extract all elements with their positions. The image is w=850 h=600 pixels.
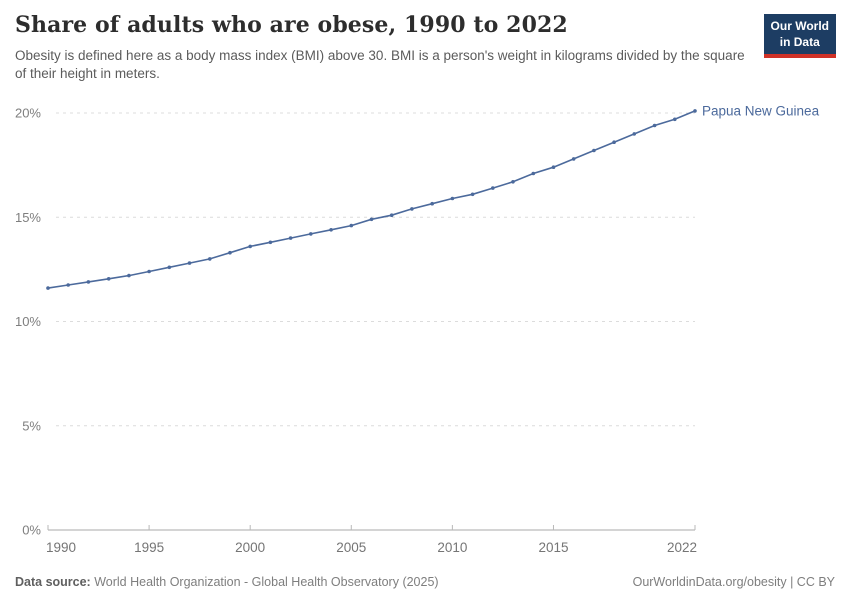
owid-logo-line2: in Data xyxy=(779,34,820,49)
x-tick-label: 2015 xyxy=(538,540,568,555)
series-point xyxy=(652,123,657,128)
series-line-papua-new-guinea xyxy=(47,110,696,289)
credit-line: OurWorldinData.org/obesity | CC BY xyxy=(632,575,835,589)
series-point xyxy=(632,132,637,136)
series-point xyxy=(693,109,697,113)
series-point xyxy=(187,261,192,265)
series-point xyxy=(248,244,252,249)
series-point xyxy=(127,273,131,278)
chart-subtitle: Obesity is defined here as a body mass i… xyxy=(15,48,745,81)
x-tick-label: 1995 xyxy=(134,540,164,555)
owid-logo: Our World in Data xyxy=(763,14,836,59)
y-tick-label: 5% xyxy=(22,418,41,433)
chart-header: Share of adults who are obese, 1990 to 2… xyxy=(15,12,760,83)
chart-title: Share of adults who are obese, 1990 to 2… xyxy=(15,12,568,38)
series-point xyxy=(592,148,596,153)
chart-footer: Data source: World Health Organization -… xyxy=(15,575,835,589)
x-tick-label: 1990 xyxy=(46,540,76,555)
series-point xyxy=(86,280,91,284)
series-point xyxy=(106,277,111,281)
series-point xyxy=(470,192,475,197)
series-point xyxy=(612,140,616,144)
series-point xyxy=(511,180,515,184)
series-point xyxy=(288,236,293,240)
series-point xyxy=(430,201,435,206)
series-point xyxy=(571,157,576,161)
series-point xyxy=(167,265,172,270)
y-tick-label: 20% xyxy=(15,106,41,121)
series-point xyxy=(228,250,232,255)
series-point xyxy=(491,186,495,190)
x-tick-label: 2022 xyxy=(667,540,697,555)
x-tick-label: 2000 xyxy=(235,540,265,555)
series-point xyxy=(531,171,536,176)
data-source-text: World Health Organization - Global Healt… xyxy=(90,575,439,589)
series-point xyxy=(349,223,354,228)
series-point xyxy=(147,269,151,274)
x-tick-label: 2010 xyxy=(437,540,467,555)
y-tick-label: 15% xyxy=(15,210,41,225)
series-point xyxy=(369,217,374,222)
series-point xyxy=(309,232,313,236)
y-tick-label: 0% xyxy=(22,523,41,538)
owid-logo-line1: Our World xyxy=(770,19,829,33)
series-point xyxy=(673,117,677,122)
series-point xyxy=(268,240,273,245)
series-end-label: Papua New Guinea xyxy=(702,103,820,118)
series-point xyxy=(208,257,212,261)
series-point xyxy=(66,283,70,287)
series-point xyxy=(410,207,414,211)
series-point xyxy=(46,286,50,290)
series-point xyxy=(551,165,556,169)
series-point xyxy=(329,228,333,232)
data-source-label: Data source: xyxy=(15,575,91,589)
x-tick-label: 2005 xyxy=(336,540,366,555)
y-tick-label: 10% xyxy=(15,314,41,329)
series-point xyxy=(389,213,394,217)
series-point xyxy=(450,196,455,201)
data-source: Data source: World Health Organization -… xyxy=(15,575,439,589)
